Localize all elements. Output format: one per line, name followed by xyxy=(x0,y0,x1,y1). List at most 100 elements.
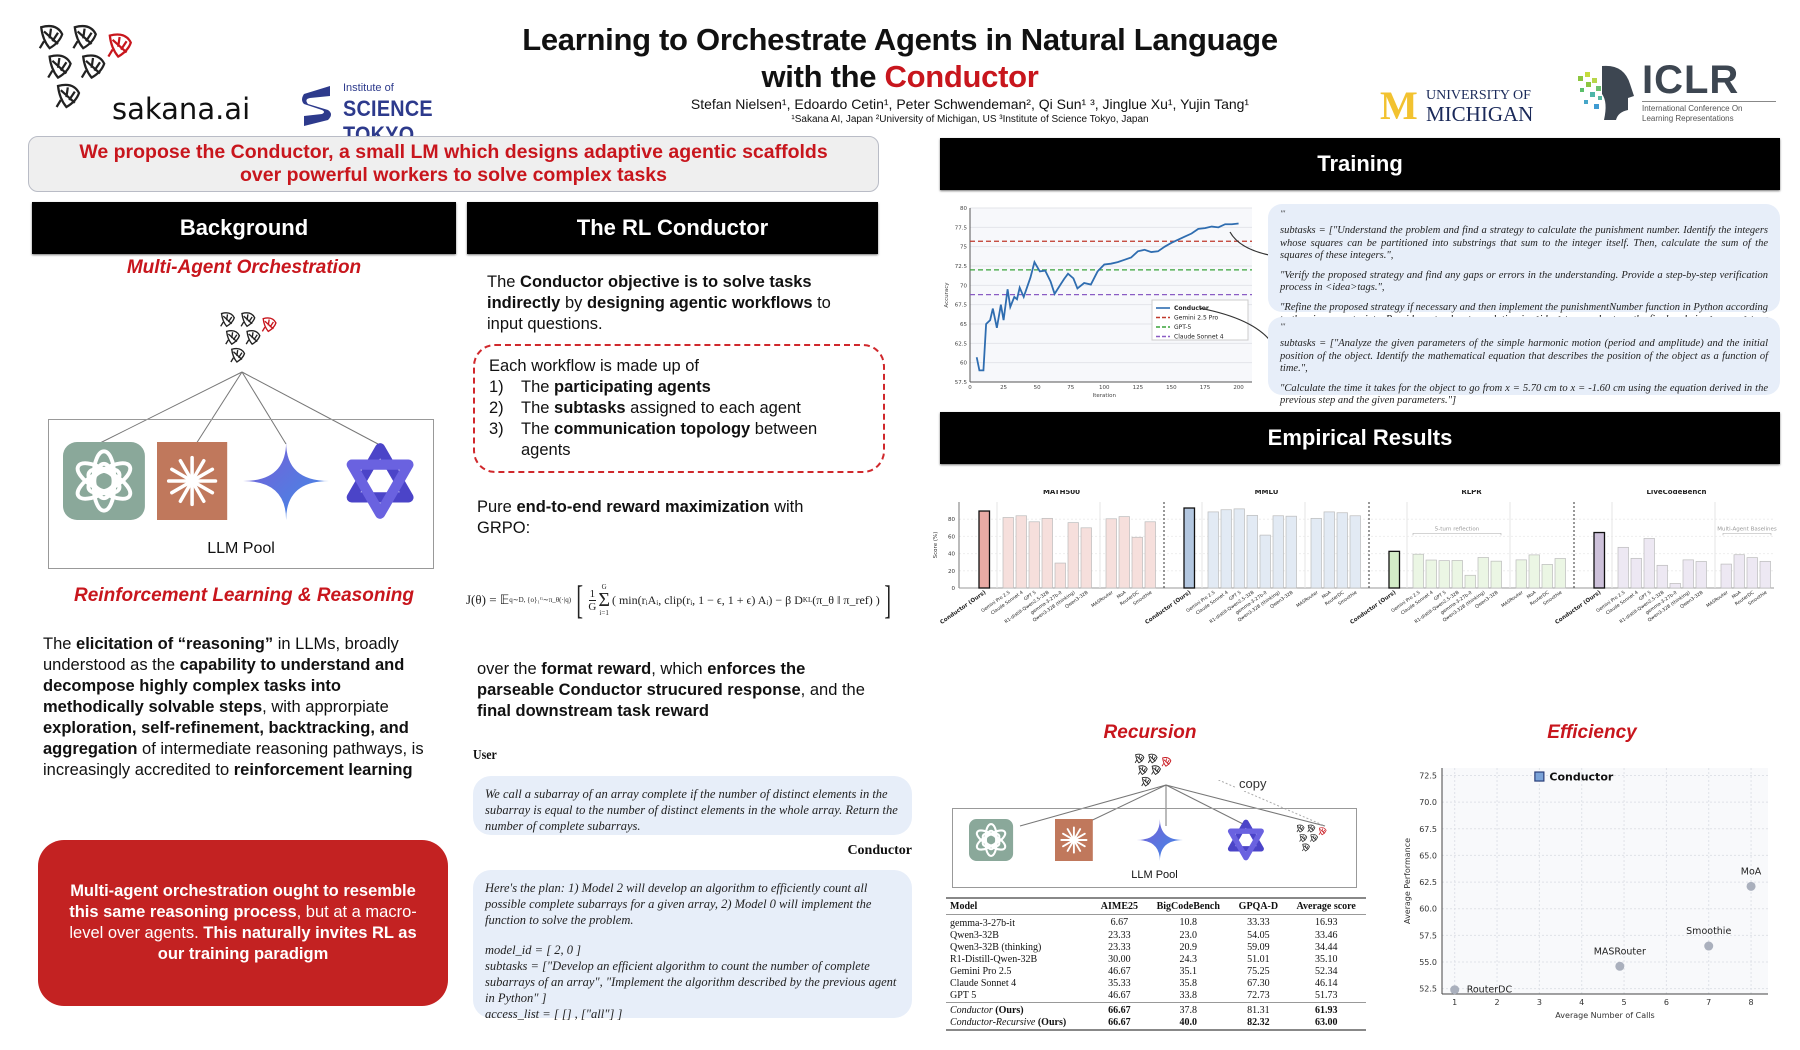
workflow-item: 1) The participating agents xyxy=(489,377,869,398)
bar-rlpr-qwen3-32b-thinking- xyxy=(1477,557,1489,589)
score-cell: 16.93 xyxy=(1314,916,1338,928)
bar-mmlu-gemini-pro-2-5 xyxy=(1207,511,1219,589)
science-tokyo-small: Institute of xyxy=(343,82,394,94)
category-label: MASRouter xyxy=(1705,590,1729,609)
fish-icon xyxy=(1296,824,1305,833)
bar-mmlu-smoothie xyxy=(1349,515,1361,589)
score-cell: 66.67 xyxy=(1092,1002,1147,1017)
sum-top: G xyxy=(601,583,607,591)
table-row: R1-Distill-Qwen-32B 30.00 24.3 51.01 35.10 xyxy=(946,954,1366,966)
y-tick-label: 40 xyxy=(948,552,955,558)
authors: Stefan Nielsen¹, Edoardo Cetin¹, Peter S… xyxy=(690,96,1250,112)
table-header-row: Model AIME25 BigCodeBench GPQA-D Average sco… xyxy=(946,899,1366,915)
model-cell: gemma-3-27b-it xyxy=(950,918,1015,929)
score-cell: 23.0 xyxy=(1179,930,1197,941)
x-axis-label: Iteration xyxy=(1093,393,1117,399)
emphasis-text: subtasks xyxy=(554,399,626,417)
code-line: subtasks = ["Analyze the given parameter… xyxy=(1280,338,1768,374)
text-run: Pure xyxy=(477,498,517,516)
score-cell: 75.25 xyxy=(1247,966,1270,977)
fish-icon xyxy=(1307,824,1316,833)
frac-den: G xyxy=(588,600,597,613)
anthropic-icon xyxy=(1055,819,1093,861)
grpo-paragraph: Pure end-to-end reward maximization with… xyxy=(477,497,847,539)
ours-tag: (Ours) xyxy=(1035,1017,1067,1028)
y-tick-label: 70.0 xyxy=(1419,798,1437,807)
bar-mmlu-masrouter xyxy=(1310,517,1322,589)
bar-math500-r1-distill-qwen2-5-32b xyxy=(1041,517,1053,589)
x-axis-label: Average Number of Calls xyxy=(1555,1011,1654,1020)
point-moa xyxy=(1746,881,1756,891)
legend-label: Gemini 2.5 Pro xyxy=(1174,315,1219,322)
bar-rlpr-gemini-pro-2-5 xyxy=(1412,553,1424,589)
text-run: assigned to each agent xyxy=(625,399,801,417)
y-tick-label: 65 xyxy=(960,322,967,328)
results-table: Model AIME25 BigCodeBench GPQA-D Average sco… xyxy=(946,897,1366,1031)
x-tick-label: 200 xyxy=(1233,385,1244,391)
score-cell: 23.33 xyxy=(1108,930,1131,941)
y-tick-label: 52.5 xyxy=(1419,985,1437,994)
bar-livecodebench-smoothie xyxy=(1759,560,1771,589)
panel-title: LiveCodeBench xyxy=(1646,490,1706,496)
point-label: Conductor xyxy=(1549,771,1614,784)
formula-kl: KL xyxy=(802,596,813,604)
conductor-fish-icon xyxy=(218,310,288,372)
score-cell: 33.8 xyxy=(1179,990,1197,1001)
fish-icon xyxy=(47,54,72,80)
fish-icon xyxy=(1301,843,1310,852)
iclr-divider xyxy=(1642,101,1776,102)
bar-rlpr-conductor-ours- xyxy=(1388,550,1401,589)
fish-icon xyxy=(1147,753,1158,764)
bar-math500-gemma-3-27b-it xyxy=(1054,562,1066,589)
poster-title-line2: with the Conductor xyxy=(0,59,1800,95)
score-cell: 33.33 xyxy=(1247,916,1270,928)
text-run: , with approrpiate xyxy=(262,698,389,716)
x-tick-label: 2 xyxy=(1494,998,1499,1007)
emphasis-text: This naturally invites RL as our trainin… xyxy=(157,924,417,963)
efficiency-scatter-chart: 52.5 55.0 57.5 60.0 62.5 65.0 67.5 70.0 72.5 1 2 3 4… xyxy=(1403,768,1768,1020)
bar-math500-conductor-ours- xyxy=(978,510,991,589)
frac-num: 1 xyxy=(588,587,597,601)
model-cell: Claude Sonnet 4 xyxy=(950,978,1017,989)
workflow-item: 2) The subtasks assigned to each agent xyxy=(489,398,869,419)
point-conductor xyxy=(1534,771,1545,782)
bar-mmlu-conductor-ours- xyxy=(1183,507,1196,589)
x-tick-label: 25 xyxy=(1000,385,1007,391)
qwen-icon xyxy=(1227,819,1264,861)
annotation-bracket xyxy=(1722,533,1772,536)
score-cell: 23.33 xyxy=(1108,942,1131,953)
ours-tag: (Ours) xyxy=(992,1005,1024,1016)
y-tick-label: 60 xyxy=(948,534,955,540)
y-tick-label: 62.5 xyxy=(955,341,968,347)
sakana-logo-text: sakana.ai xyxy=(112,92,251,126)
science-tokyo-mark-icon xyxy=(302,86,331,126)
x-tick-label: 5 xyxy=(1622,998,1627,1007)
fish-icon xyxy=(80,54,106,80)
fish-logo-icon xyxy=(36,22,146,122)
emphasis-text: Multi-agent orchestration ought to resem… xyxy=(69,882,416,921)
table-row: GPT 5 46.67 33.8 72.73 51.73 xyxy=(946,990,1366,1003)
michigan-line2: MICHIGAN xyxy=(1426,102,1534,126)
conductor-code-access-list: access_list = [ [] , ["all"] ] xyxy=(485,1007,623,1021)
x-tick-label: 50 xyxy=(1034,385,1041,391)
formula-lhs: J(θ) = 𝔼 xyxy=(466,592,510,607)
model-cell: Conductor (Ours) xyxy=(946,1002,1093,1017)
column-header: BigCodeBench xyxy=(1146,899,1231,915)
category-label: MASRouter xyxy=(1500,590,1524,609)
score-cell: 59.09 xyxy=(1247,942,1270,953)
bar-math500-smoothie xyxy=(1144,521,1156,589)
score-cell: 54.05 xyxy=(1247,930,1270,941)
michigan-logo: M UNIVERSITY OF MICHIGAN xyxy=(1380,86,1550,127)
category-label: MASRouter xyxy=(1090,590,1114,609)
workflow-dashed-box: Each workflow is made up of 1) The partic… xyxy=(473,344,885,473)
y-tick-label: 67.5 xyxy=(1419,825,1437,834)
fish-icon xyxy=(245,330,261,346)
conductor-response-bubble: Here's the plan: 1) Model 2 will develop… xyxy=(473,870,912,1021)
bar-mmlu-qwen3-32b xyxy=(1285,515,1297,589)
fish-icon xyxy=(1134,753,1145,764)
proposal-banner: We propose the Conductor, a small LM whi… xyxy=(28,136,879,192)
score-cell: 72.73 xyxy=(1247,990,1270,1001)
legend-label: Conductor xyxy=(1174,305,1209,312)
user-message-bubble: We call a subarray of an array complete … xyxy=(473,776,912,835)
fish-icon xyxy=(38,24,64,50)
